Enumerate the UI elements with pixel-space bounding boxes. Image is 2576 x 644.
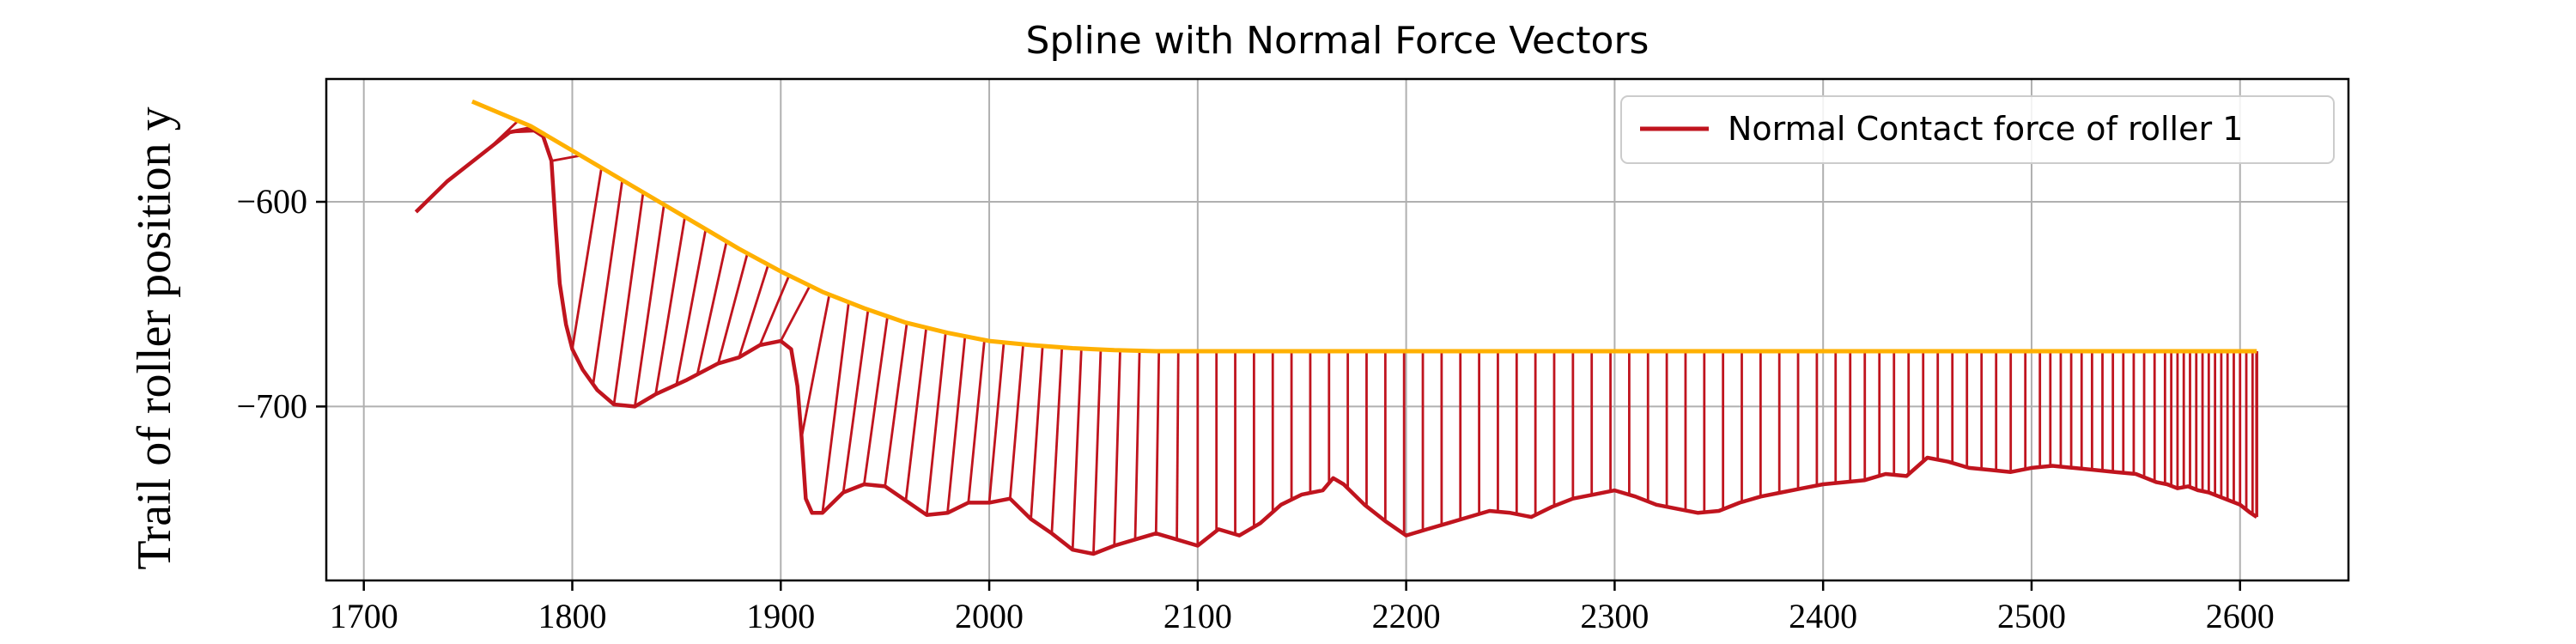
force-vector-layer: [488, 119, 2258, 555]
legend-box: [1620, 95, 2335, 164]
force-vector: [987, 342, 1005, 503]
force-vector: [1092, 349, 1103, 555]
force-vector: [592, 179, 624, 385]
force-vector: [904, 327, 928, 501]
force-vector: [800, 294, 831, 438]
x-tick-label: 2400: [1789, 597, 1857, 635]
force-vector: [1154, 351, 1161, 534]
tick-layer: 1700 1800 1900 2000 2100 2200 2300 2400 2500 2600…: [236, 182, 2274, 635]
force-vector: [841, 309, 870, 493]
x-tick-label: 2600: [2206, 597, 2275, 635]
x-tick-label: 1800: [538, 597, 606, 635]
force-vector: [946, 336, 967, 513]
force-vector: [758, 275, 791, 346]
force-vector: [925, 331, 947, 515]
force-vector: [654, 216, 686, 395]
force-vector: [612, 191, 645, 405]
force-vector: [1030, 345, 1044, 519]
force-vector: [1050, 347, 1064, 534]
legend-label: Normal Contact force of roller 1: [1728, 110, 2243, 148]
force-vector: [571, 167, 603, 349]
y-axis-label: Trail of roller position y: [128, 106, 181, 569]
x-tick-label: 2100: [1163, 597, 1232, 635]
force-vector: [884, 322, 908, 487]
x-tick-label: 2200: [1372, 597, 1441, 635]
force-vector: [1176, 351, 1180, 540]
force-vector: [738, 264, 770, 358]
force-vector: [696, 240, 728, 375]
chart-title: Spline with Normal Force Vectors: [1026, 19, 1649, 63]
x-tick-label: 1900: [746, 597, 815, 635]
force-series-line: [414, 125, 2258, 556]
y-tick-label: −700: [236, 386, 307, 425]
force-vector: [1071, 348, 1083, 550]
force-vector: [1008, 343, 1025, 499]
force-vector: [550, 154, 581, 162]
y-tick-label: −600: [236, 182, 307, 221]
force-vector: [821, 301, 850, 513]
force-vector: [967, 339, 986, 503]
x-tick-label: 2300: [1580, 597, 1649, 635]
x-tick-label: 2000: [955, 597, 1024, 635]
force-vector: [780, 285, 811, 342]
legend: Normal Contact force of roller 1: [1620, 95, 2335, 164]
spline-line: [471, 99, 2257, 354]
force-vector: [1133, 350, 1141, 540]
force-vector: [1113, 349, 1121, 546]
plot-frame: [325, 77, 2350, 582]
x-tick-label: 2500: [1997, 597, 2066, 635]
force-vector: [717, 252, 749, 364]
x-tick-label: 1700: [330, 597, 398, 635]
force-vector: [675, 228, 708, 386]
force-vector: [633, 204, 665, 407]
force-vector: [862, 316, 889, 485]
